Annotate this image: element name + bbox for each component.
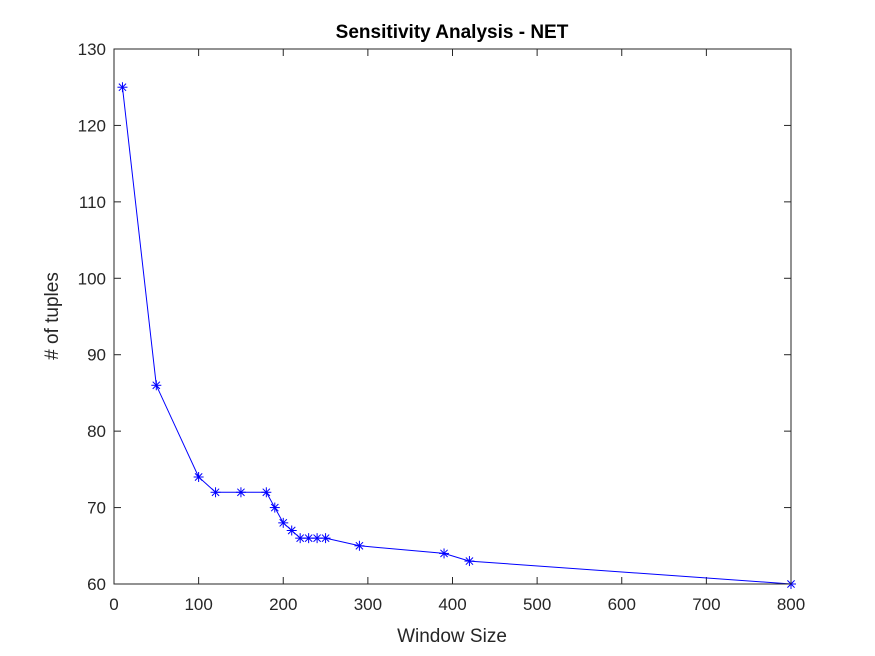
data-point-marker <box>193 472 204 482</box>
data-point-marker <box>320 533 331 544</box>
data-point-marker <box>312 533 323 544</box>
y-tick-label: 100 <box>78 269 106 288</box>
data-point-marker <box>278 517 289 528</box>
x-tick-label: 700 <box>692 595 720 614</box>
x-tick-label: 800 <box>777 595 805 614</box>
data-point-marker <box>439 548 450 559</box>
data-point-marker <box>151 380 162 391</box>
data-point-marker <box>210 487 221 498</box>
x-tick-label: 0 <box>109 595 118 614</box>
y-tick-label: 70 <box>87 499 106 518</box>
x-tick-label: 300 <box>354 595 382 614</box>
y-axis-ticks: 60 70 80 90 100 110 120 130 <box>78 40 791 594</box>
x-axis-label: Window Size <box>397 626 507 647</box>
data-point-marker <box>354 540 365 551</box>
y-axis-label: # of tuples <box>42 272 63 360</box>
y-tick-label: 120 <box>78 116 106 135</box>
data-point-marker <box>269 502 280 513</box>
data-point-marker <box>295 533 306 544</box>
x-tick-label: 500 <box>523 595 551 614</box>
y-tick-label: 80 <box>87 422 106 441</box>
data-point-marker <box>286 525 297 536</box>
data-point-marker <box>235 487 246 498</box>
x-tick-label: 200 <box>269 595 297 614</box>
data-point-marker <box>261 487 272 498</box>
series-layer <box>117 82 796 589</box>
x-tick-label: 400 <box>438 595 466 614</box>
x-tick-label: 100 <box>184 595 212 614</box>
y-tick-label: 130 <box>78 40 106 59</box>
y-tick-label: 90 <box>87 346 106 365</box>
plot-area-frame <box>113 48 792 585</box>
x-axis-ticks: 0 100 200 300 400 500 600 700 800 <box>109 49 805 614</box>
y-tick-label: 110 <box>79 193 106 212</box>
chart-title: Sensitivity Analysis - NET <box>336 22 569 43</box>
y-tick-label: 60 <box>87 575 106 594</box>
data-point-marker <box>464 556 475 567</box>
data-point-marker <box>117 82 128 93</box>
data-point-marker <box>303 533 314 544</box>
x-tick-label: 600 <box>608 595 636 614</box>
